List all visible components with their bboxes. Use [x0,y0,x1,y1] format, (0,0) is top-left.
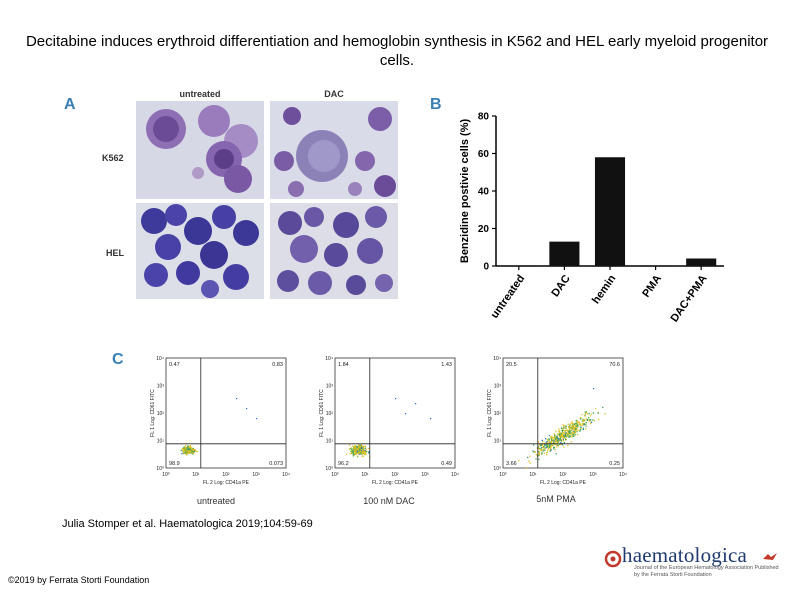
quadrant-ul-value: 0.47 [169,362,180,368]
flow-y-axis-label: FL 1 Log: CD61 FITC [319,389,325,437]
y-tick-label: 0 [483,262,489,273]
panel-a-letter: A [64,96,76,113]
bar-dac [549,241,580,266]
x-tick-label: 10² [391,472,399,478]
x-tick-label: PMA [640,273,664,300]
flow-x-axis-label: FL 2 Log: CD41a PE [372,480,419,486]
quadrant-ll-value: 98.9 [169,461,180,467]
x-tick-label: 10⁰ [331,472,339,478]
flow-y-axis-label: FL 1 Log: CD61 FITC [150,389,156,437]
y-tick-label: 10³ [157,384,165,390]
x-tick-label: 10³ [589,472,597,478]
panel-a-row-label-hel: HEL [106,248,124,258]
y-tick-label: 10² [326,411,334,417]
quadrant-ll-value: 3.66 [506,461,517,467]
y-tick-label: 10¹ [494,439,502,445]
flow-caption-dac: 100 nM DAC [363,496,415,506]
logo-mark-icon [604,550,622,568]
y-tick-label: 10⁰ [156,466,164,472]
y-tick-label: 10² [494,411,502,417]
x-tick-label: 10⁰ [162,472,170,478]
micrograph-hel-dac [270,203,398,299]
bar-dac-pma [686,258,717,266]
y-tick-label: 10⁴ [325,356,333,362]
quadrant-lr-value: 0.073 [269,461,283,467]
bar-chart-labels: untreated DAC hemin PMA DAC+PMA [489,273,710,325]
x-tick-label: untreated [489,273,528,321]
y-tick-label: 10¹ [326,439,334,445]
y-tick-label: 40 [478,187,490,198]
flow-y-axis-label: FL 1 Log: CD61 FITC [487,389,493,437]
logo-subtitle: Journal of the European Hematology Assoc… [634,565,779,578]
x-tick-label: 10² [559,472,567,478]
panel-a-row-label-k562: K562 [102,153,124,163]
x-tick-label: 10⁰ [499,472,507,478]
flow-caption-untreated: untreated [196,496,236,506]
copyright: ©2019 by Ferrata Storti Foundation [8,575,150,585]
figure-title: Decitabine induces erythroid differentia… [25,33,769,69]
flow-x-axis-label: FL 2 Log: CD41a PE [203,480,250,486]
y-tick-label: 10⁴ [156,356,164,362]
x-tick-label: hemin [590,273,619,307]
flow-caption-pma: 5nM PMA [536,494,576,504]
bar-pma [640,266,671,267]
flow-events [518,388,606,469]
quadrant-ur-value: 1.43 [441,362,452,368]
bar-chart-bars [503,157,717,267]
haematologica-logo: haematologica Journal of the European He… [600,543,790,583]
micrograph-k562-dac [270,101,398,199]
x-tick-label: 10¹ [192,472,200,478]
panel-a-column-label-dac: DAC [324,89,344,99]
micrograph-k562-untreated [136,101,264,199]
x-tick-label: DAC+PMA [668,273,709,325]
quadrant-ll-value: 96.2 [338,461,349,467]
y-tick-label: 10¹ [157,439,165,445]
x-tick-label: DAC [549,273,573,299]
x-tick-label: 10¹ [529,472,537,478]
quadrant-ul-value: 1.84 [338,362,349,368]
x-tick-label: 10⁴ [282,472,290,478]
logo-name: haematologica [622,543,748,567]
citation: Julia Stomper et al. Haematologica 2019;… [62,518,313,530]
y-tick-label: 10⁴ [493,356,501,362]
quadrant-ul-value: 20.5 [506,362,517,368]
panel-b-letter: B [430,96,442,113]
flow-events [345,398,432,458]
y-tick-label: 80 [478,112,490,123]
panel-c-letter: C [112,351,124,368]
flow-events [180,398,258,456]
x-tick-label: 10¹ [361,472,369,478]
quadrant-ur-value: 0.83 [272,362,283,368]
y-tick-label: 10³ [326,384,334,390]
quadrant-ur-value: 70.6 [609,362,620,368]
benzidine-bar-chart: 0 20 40 60 80 Benzidine postivie cells (%) un… [459,112,724,325]
y-tick-label: 10² [157,411,165,417]
flow-plot-frame [502,357,624,469]
micrograph-hel-untreated [136,203,264,299]
y-tick-label: 10³ [494,384,502,390]
panel-a-column-label-untreated: untreated [179,89,221,99]
y-axis-label: Benzidine postivie cells (%) [459,119,471,264]
x-tick-label: 10⁴ [619,472,627,478]
y-tick-label: 20 [478,224,490,235]
x-tick-label: 10³ [252,472,260,478]
y-tick-label: 10⁰ [493,466,501,472]
bar-hemin [594,157,626,266]
x-tick-label: 10⁴ [451,472,459,478]
flow-x-axis-label: FL 2 Log: CD41a PE [540,480,587,486]
bar-chart-axes: 0 20 40 60 80 Benzidine postivie cells (%) [459,112,724,273]
x-tick-label: 10² [222,472,230,478]
quadrant-lr-value: 0.49 [441,461,452,467]
y-tick-label: 60 [478,149,490,160]
bar-untreated [503,266,534,267]
y-tick-label: 10⁰ [325,466,333,472]
quadrant-lr-value: 0.25 [609,461,620,467]
x-tick-label: 10³ [421,472,429,478]
logo-bird-icon [763,553,777,560]
